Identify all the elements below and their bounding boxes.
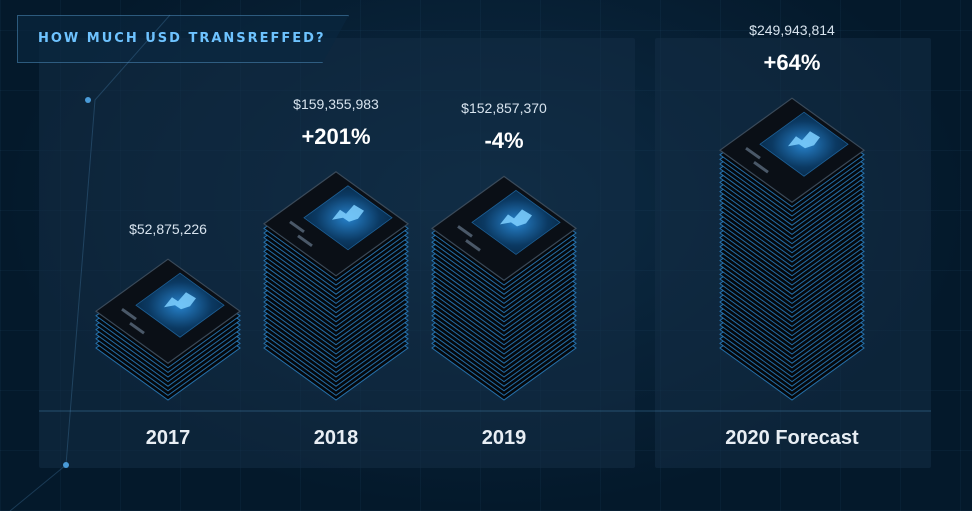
card-slot [465,239,481,252]
card-slot [121,307,137,321]
card-slot [745,146,761,160]
title-frame [17,15,349,63]
value-label-2018: $159,355,983 [293,95,379,112]
value-label-2017: $52,875,226 [129,221,207,238]
chart-title: HOW MUCH USD TRANSREFFED? [38,31,326,46]
card-slot [289,220,305,234]
category-label-2020-forecast: 2020 Forecast [725,427,859,449]
glow-glyph-icon [500,209,532,227]
decor-node [63,462,69,468]
card-slot [297,234,313,248]
change-label-2019: -4% [484,128,524,154]
category-label-2018: 2018 [313,427,359,449]
card-slot [753,160,769,174]
card-slot [129,321,145,335]
bar-stack-2020-forecast [718,97,866,401]
change-label-2020-forecast: +64% [763,50,821,76]
bar-stack-2019 [430,175,578,401]
glow-glyph-icon [164,292,196,310]
decor-line [9,14,171,511]
card-slot [457,225,473,238]
change-label-2018: +201% [301,123,371,149]
value-label-2020-forecast: $249,943,814 [749,22,835,39]
category-label-2017: 2017 [145,427,191,449]
glow-glyph-icon [788,131,820,149]
decor-node [85,97,91,103]
glow-glyph-icon [332,204,364,222]
bar-stack-2018 [262,171,410,401]
category-label-2019: 2019 [481,427,527,449]
bar-stack-2017 [94,258,242,401]
value-label-2019: $152,857,370 [461,100,547,117]
